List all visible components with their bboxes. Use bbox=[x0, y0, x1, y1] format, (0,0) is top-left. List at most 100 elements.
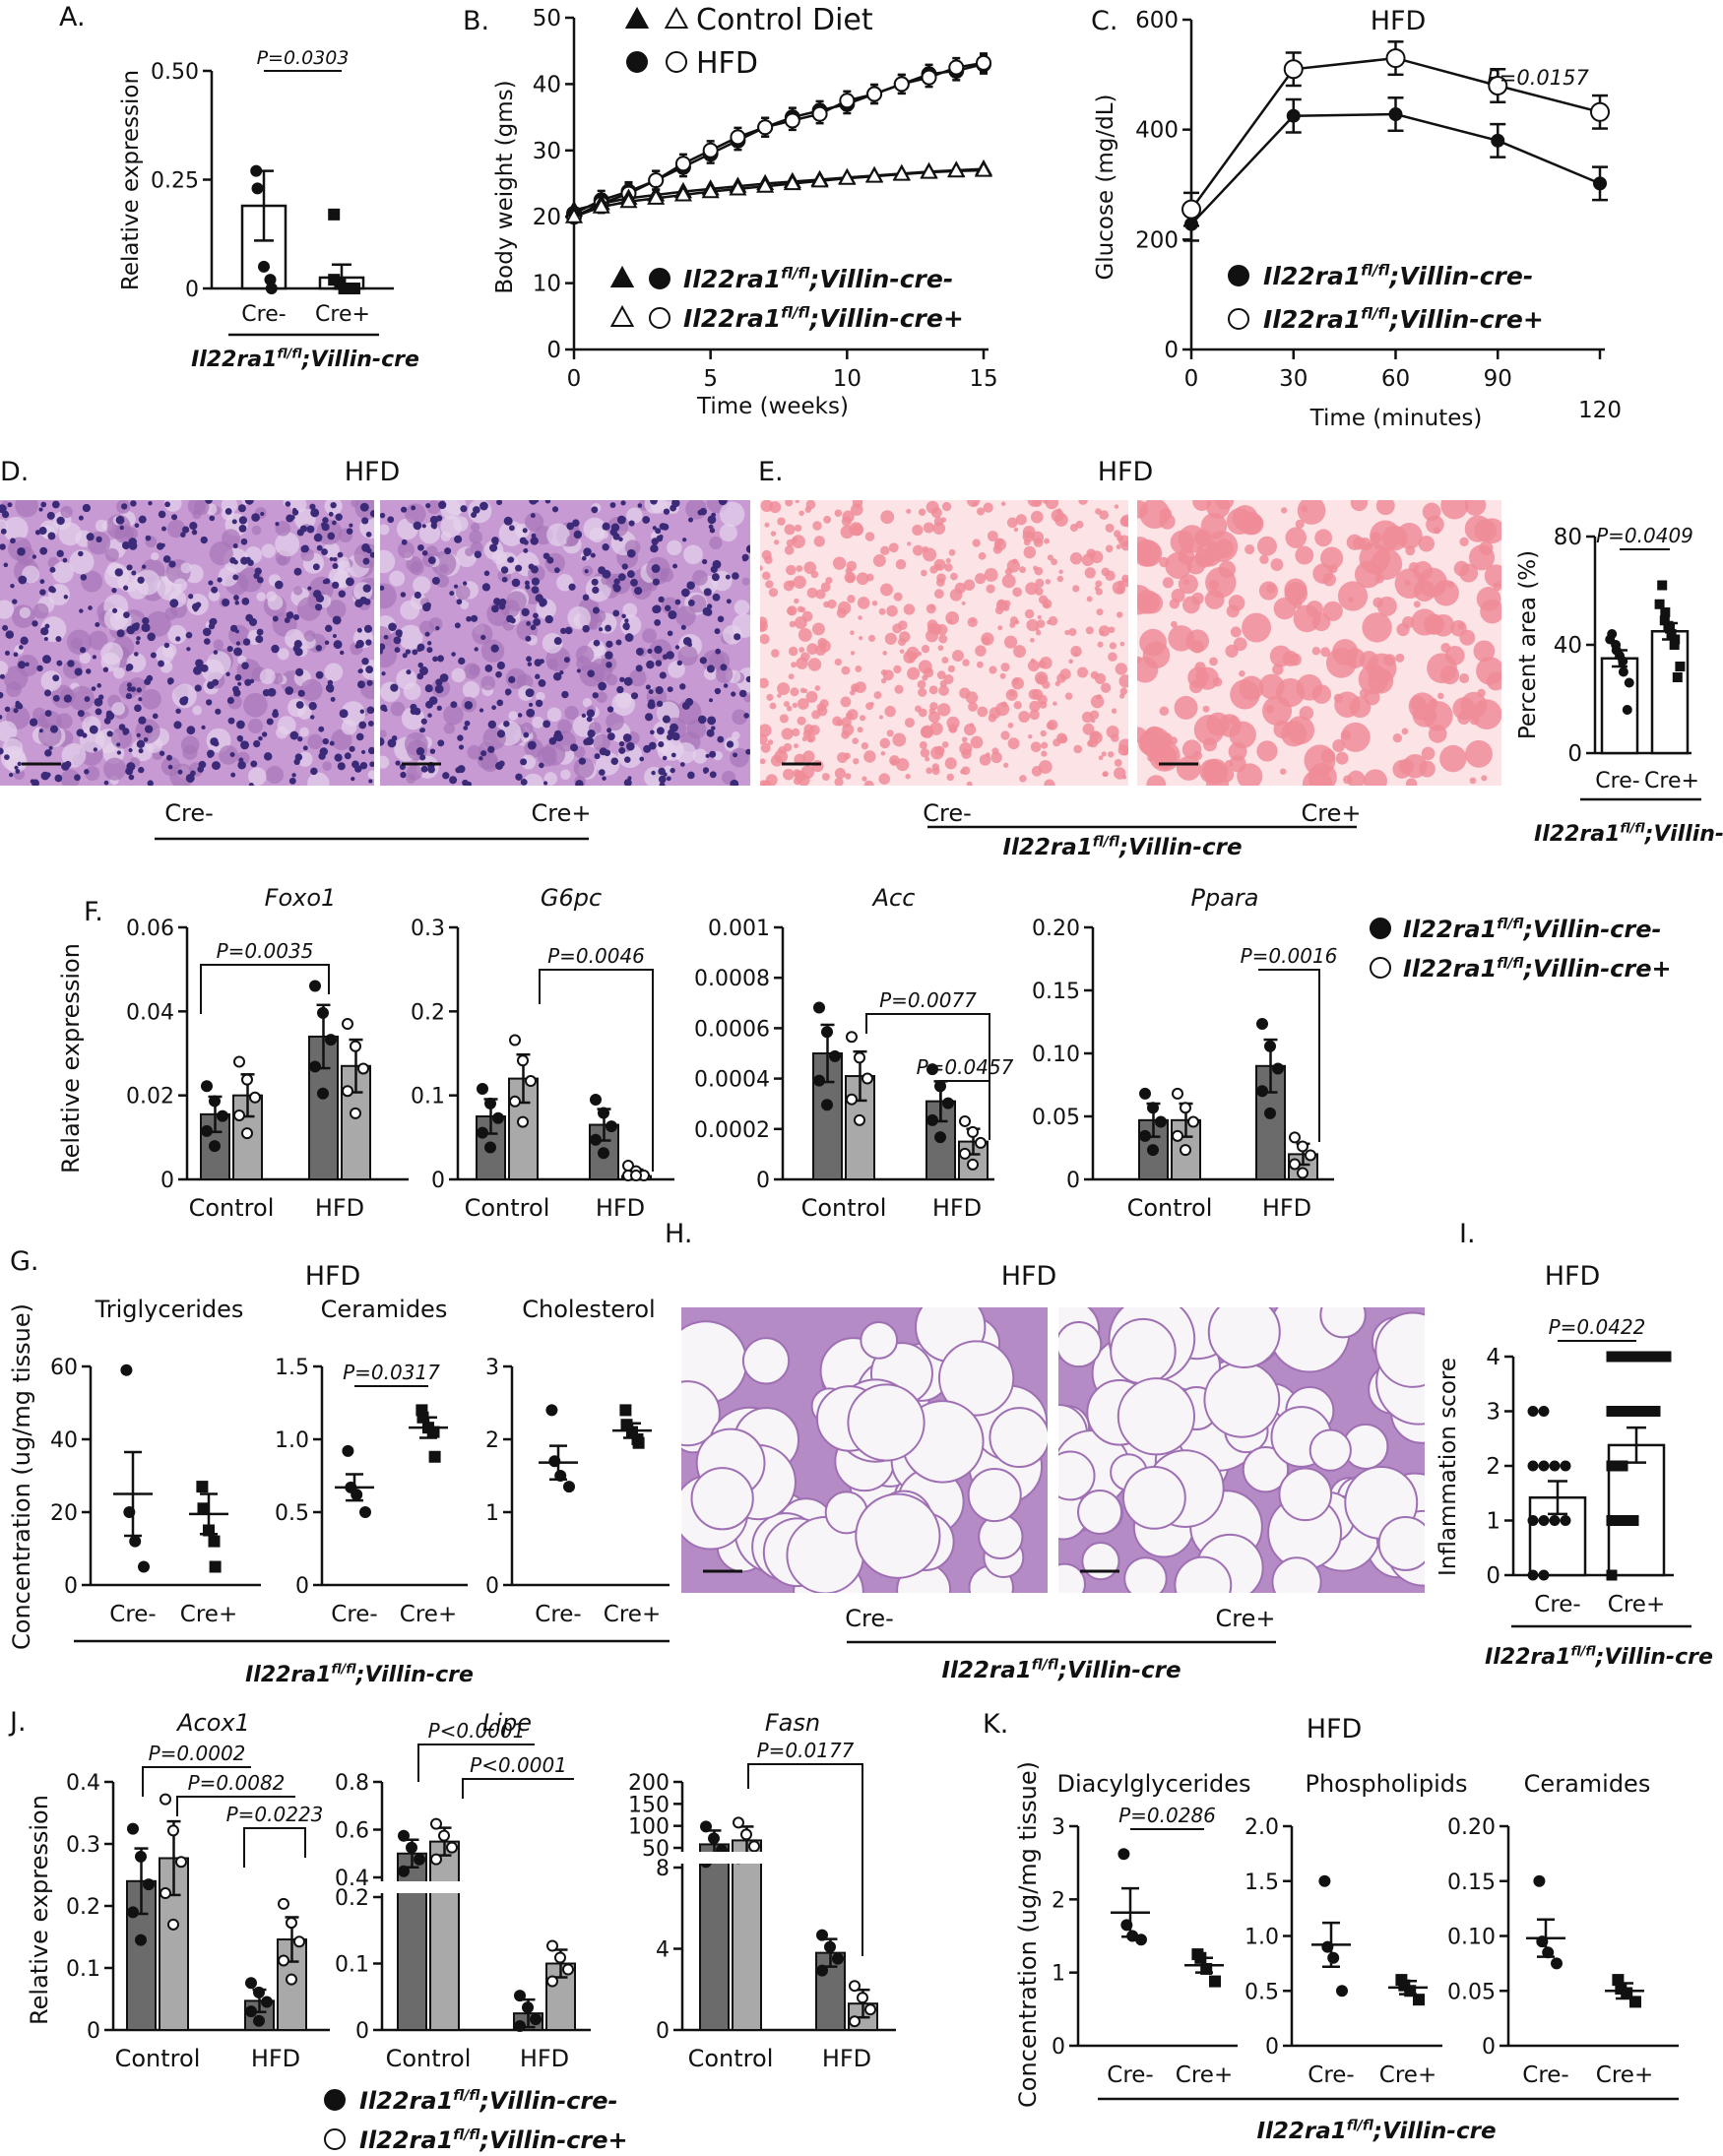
nucleus bbox=[706, 729, 715, 737]
x-tick-label: Cre+ bbox=[180, 1602, 237, 1627]
nucleus bbox=[598, 769, 606, 776]
lipid-droplet bbox=[1085, 626, 1094, 635]
cell-texture bbox=[661, 737, 684, 761]
cell-texture bbox=[472, 623, 493, 645]
nucleus bbox=[289, 730, 299, 740]
lipid-droplet bbox=[1408, 561, 1420, 573]
nucleus bbox=[230, 772, 236, 778]
lipid-droplet bbox=[1233, 637, 1247, 652]
lipid-droplet bbox=[777, 682, 791, 696]
lipid-droplet bbox=[834, 658, 842, 666]
nucleus bbox=[688, 517, 694, 523]
nucleus bbox=[591, 506, 599, 514]
adipocyte bbox=[1374, 1311, 1425, 1388]
nucleus bbox=[656, 727, 665, 735]
lipid-droplet bbox=[795, 500, 799, 504]
data-point bbox=[143, 1878, 155, 1891]
nucleus bbox=[46, 511, 55, 520]
lipid-droplet bbox=[864, 532, 875, 541]
lipid-droplet bbox=[815, 589, 826, 600]
data-point bbox=[1672, 672, 1683, 682]
nucleus bbox=[300, 545, 308, 553]
nucleus bbox=[435, 515, 443, 522]
lipid-droplet bbox=[1105, 523, 1115, 533]
nucleus bbox=[234, 673, 242, 681]
lipid-droplet bbox=[819, 699, 829, 709]
lipid-droplet bbox=[1037, 614, 1042, 620]
lipid-droplet bbox=[968, 701, 979, 712]
nucleus bbox=[359, 502, 369, 512]
nucleus bbox=[488, 543, 498, 552]
nucleus bbox=[655, 528, 662, 535]
nucleus bbox=[606, 662, 612, 668]
lipid-droplet bbox=[1089, 710, 1100, 720]
nucleus bbox=[575, 780, 584, 786]
genotype-part: fl/fl bbox=[331, 1663, 356, 1678]
data-point bbox=[1627, 1406, 1639, 1417]
oil-red-micrograph bbox=[1137, 500, 1501, 786]
data-point bbox=[674, 156, 691, 172]
y-axis-label: Relative expression bbox=[26, 1795, 53, 2025]
nucleus bbox=[64, 760, 72, 768]
nucleus bbox=[509, 617, 516, 624]
lipid-droplet bbox=[1191, 592, 1204, 605]
lipid-droplet bbox=[871, 601, 878, 606]
cell-texture bbox=[287, 698, 307, 718]
nucleus bbox=[636, 648, 644, 656]
lipid-droplet bbox=[941, 657, 949, 664]
data-point bbox=[196, 1481, 209, 1493]
chart-title: Ceramides bbox=[1524, 1770, 1651, 1798]
cell-texture bbox=[300, 678, 323, 702]
lipid-droplet bbox=[807, 736, 813, 742]
nucleus bbox=[29, 718, 38, 727]
lipid-droplet bbox=[880, 669, 887, 676]
lipid-droplet bbox=[1434, 527, 1441, 535]
nucleus bbox=[248, 783, 254, 786]
cell-texture bbox=[275, 520, 291, 537]
nucleus bbox=[272, 615, 279, 622]
lipid-droplet bbox=[1256, 740, 1278, 762]
genotype-part: ;Villin-cre bbox=[1644, 822, 1723, 847]
data-point bbox=[351, 1489, 363, 1501]
data-point bbox=[1180, 1102, 1191, 1114]
y-tick-label: 0.04 bbox=[126, 1000, 174, 1025]
nucleus bbox=[496, 729, 506, 738]
p-value-label: P=0.0457 bbox=[917, 1055, 1014, 1079]
lipid-droplet bbox=[855, 666, 862, 672]
x-tick-label: Cre- bbox=[1595, 769, 1639, 793]
nucleus bbox=[43, 689, 52, 697]
cell-texture bbox=[259, 668, 276, 685]
x-tick-label: Cre+ bbox=[400, 1602, 457, 1627]
nucleus bbox=[330, 696, 336, 702]
lipid-droplet bbox=[1337, 581, 1369, 611]
adipocyte bbox=[1242, 1445, 1290, 1493]
cell-texture bbox=[3, 516, 29, 542]
nucleus bbox=[538, 679, 546, 687]
lipid-droplet bbox=[1102, 772, 1108, 777]
data-point bbox=[926, 1063, 938, 1076]
data-point bbox=[1590, 101, 1610, 122]
nucleus bbox=[123, 585, 129, 591]
genotype-label: Il22ra1fl/fl;Villin-cre bbox=[941, 1657, 1181, 1683]
nucleus bbox=[623, 676, 633, 686]
nucleus bbox=[39, 579, 45, 585]
nucleus bbox=[335, 513, 343, 521]
data-point bbox=[1551, 1957, 1563, 1970]
cell-texture bbox=[622, 602, 638, 618]
lipid-droplet bbox=[1209, 657, 1218, 666]
lipid-droplet bbox=[880, 751, 886, 756]
nucleus bbox=[671, 500, 680, 508]
nucleus bbox=[209, 515, 216, 522]
lipid-droplet bbox=[880, 583, 894, 597]
cell-texture bbox=[413, 576, 431, 595]
nucleus bbox=[291, 509, 299, 516]
nucleus bbox=[238, 757, 244, 763]
nucleus bbox=[162, 555, 171, 563]
lipid-droplet bbox=[987, 531, 998, 541]
data-point bbox=[590, 1133, 602, 1146]
nucleus bbox=[344, 752, 351, 760]
data-point bbox=[1385, 48, 1406, 69]
nucleus bbox=[88, 605, 93, 610]
nucleus bbox=[299, 525, 308, 533]
y-tick-label: 10 bbox=[533, 272, 561, 297]
